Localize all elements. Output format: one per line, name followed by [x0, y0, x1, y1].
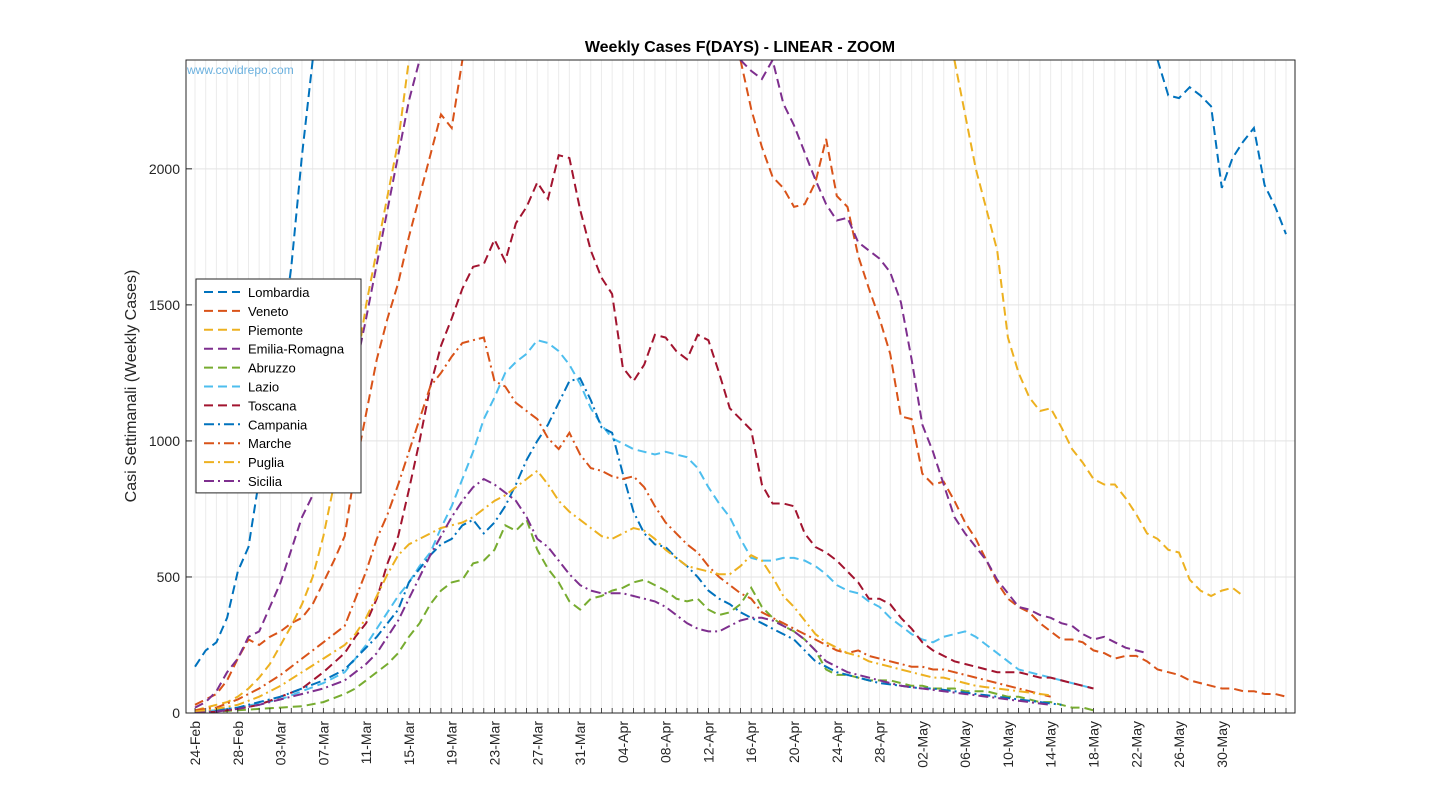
- x-tick-label: 12-Apr: [700, 721, 716, 763]
- x-tick-label: 31-Mar: [572, 721, 588, 766]
- x-tick-label: 08-Apr: [658, 721, 674, 763]
- x-tick-label: 14-May: [1043, 721, 1059, 768]
- series-line-veneto: [194, 60, 464, 706]
- legend-label: Toscana: [248, 398, 297, 413]
- series-line-puglia: [194, 469, 1051, 713]
- legend-label: Abruzzo: [248, 361, 296, 376]
- legend-label: Piemonte: [248, 323, 303, 338]
- y-tick-label: 0: [172, 705, 180, 721]
- series-line-piemonte: [953, 60, 1244, 598]
- x-tick-label: 02-May: [914, 721, 930, 768]
- x-tick-label: 30-May: [1214, 721, 1230, 768]
- x-tick-label: 04-Apr: [615, 721, 631, 763]
- x-tick-label: 10-May: [1000, 721, 1016, 768]
- series-line-lombardia: [1156, 60, 1287, 235]
- x-tick-label: 16-Apr: [743, 721, 759, 763]
- series-layer: [194, 60, 1287, 713]
- legend-label: Lazio: [248, 380, 279, 395]
- x-tick-label: 11-Mar: [358, 721, 374, 765]
- legend: Lombardia Veneto Piemonte Emilia-Romagna Abr…: [195, 278, 362, 494]
- series-line-toscana: [194, 153, 1094, 713]
- x-tick-label: 15-Mar: [401, 721, 417, 766]
- x-tick-label: 20-Apr: [786, 721, 802, 763]
- x-tick-label: 24-Feb: [187, 721, 203, 766]
- series-line-emilia-romagna: [194, 60, 421, 709]
- x-tick-label: 27-Mar: [529, 721, 545, 766]
- series-line-campania: [194, 377, 1062, 713]
- x-tick-label: 06-May: [957, 721, 973, 768]
- legend-label: Veneto: [248, 304, 289, 319]
- legend-label: Sicilia: [248, 474, 283, 489]
- x-tick-label: 03-Mar: [273, 721, 289, 766]
- x-tick-label: 26-May: [1171, 721, 1187, 768]
- y-tick-label: 1000: [149, 433, 180, 449]
- legend-label: Lombardia: [248, 285, 310, 300]
- x-tick-label: 22-May: [1128, 721, 1144, 768]
- y-axis-label: Casi Settimanali (Weekly Cases): [123, 270, 140, 503]
- legend-label: Campania: [248, 417, 308, 432]
- x-tick-label: 19-Mar: [444, 721, 460, 766]
- x-tick-label: 28-Feb: [230, 721, 246, 766]
- x-tick-label: 28-Apr: [872, 721, 888, 763]
- chart-title: Weekly Cases F(DAYS) - LINEAR - ZOOM: [585, 39, 895, 56]
- watermark: www.covidrepo.com: [186, 63, 294, 77]
- series-line-piemonte: [194, 60, 410, 712]
- x-tick-label: 07-Mar: [315, 721, 331, 766]
- legend-label: Emilia-Romagna: [248, 342, 345, 357]
- series-line-veneto: [739, 60, 1287, 698]
- x-tick-label: 24-Apr: [829, 721, 845, 763]
- y-tick-label: 1500: [149, 297, 180, 313]
- y-tick-label: 2000: [149, 161, 180, 177]
- axes: 0 500 1000 1500 2000 24-Feb 28-Feb 03-Mar 07-Mar…: [149, 161, 1287, 768]
- series-line-lombardia: [194, 60, 314, 668]
- x-tick-label: 23-Mar: [486, 721, 502, 766]
- legend-label: Marche: [248, 436, 291, 451]
- series-line-lazio: [194, 339, 1094, 713]
- series-line-emilia-romagna: [739, 60, 1148, 655]
- y-tick-label: 500: [157, 569, 181, 585]
- legend-label: Puglia: [248, 455, 285, 470]
- series-line-sicilia: [194, 477, 1051, 713]
- x-tick-label: 18-May: [1085, 721, 1101, 768]
